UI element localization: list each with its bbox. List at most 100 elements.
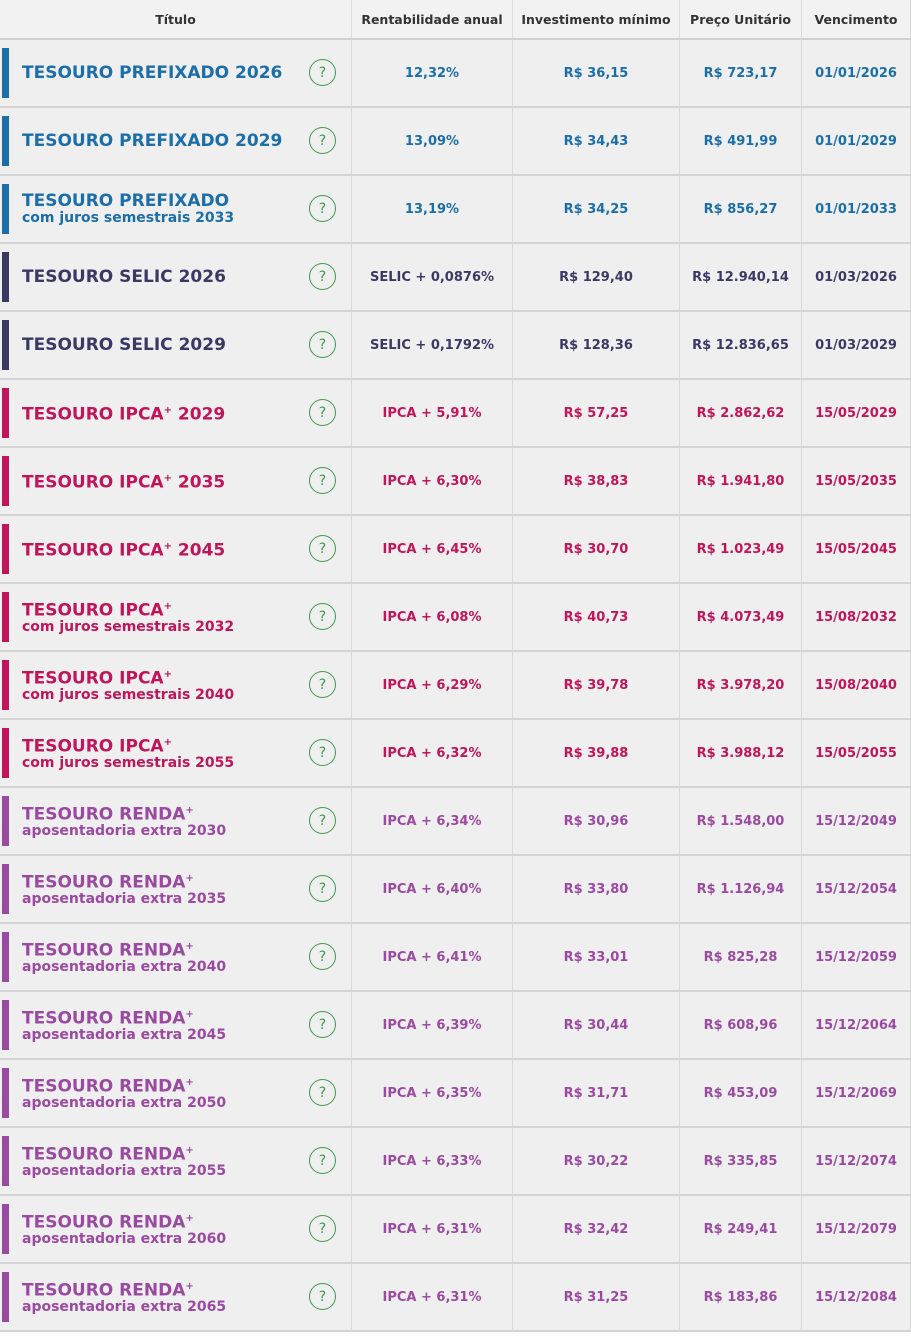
title-cell: TESOURO PREFIXADO com juros semestrais 20… [0,176,352,244]
year: 2029 [177,404,226,425]
maturity-cell: 15/05/2035 [802,448,911,516]
superscript: + [185,1280,194,1292]
title-subtitle: aposentadoria extra 2065 [22,1299,226,1316]
min-cell: R$ 33,80 [513,856,680,924]
subtitle: aposentadoria extra [22,1299,183,1316]
maturity: 01/01/2026 [815,65,897,81]
year: 2045 [177,540,226,561]
year: 2065 [187,1299,227,1316]
title-name: TESOURO SELIC 2026 [22,268,226,286]
subtitle: com juros semestrais [22,209,191,226]
price-cell: R$ 608,96 [680,992,802,1060]
color-bar [2,48,9,98]
rate-cell: IPCA + 6,39% [352,992,513,1060]
title-name: TESOURO IPCA+ [22,598,234,620]
title-subtitle: com juros semestrais 2033 [22,210,234,227]
name: TESOURO IPCA [22,668,164,689]
color-bar [2,592,9,642]
min-cell: R$ 34,25 [513,176,680,244]
title-cell: TESOURO RENDA+ aposentadoria extra 2030? [0,788,352,856]
maturity: 15/12/2064 [815,1017,897,1033]
title-name: TESOURO RENDA+ [22,1074,226,1096]
help-icon[interactable]: ? [309,1283,336,1310]
help-icon[interactable]: ? [309,263,336,290]
rate-cell: IPCA + 6,33% [352,1128,513,1196]
help-icon[interactable]: ? [309,1147,336,1174]
help-icon[interactable]: ? [309,875,336,902]
subtitle: aposentadoria extra [22,1231,183,1248]
price: R$ 608,96 [703,1017,778,1033]
help-icon[interactable]: ? [309,1011,336,1038]
color-bar [2,1068,9,1118]
year: 2045 [187,1027,227,1044]
year: 2035 [177,472,226,493]
title-name: TESOURO RENDA+ [22,870,226,892]
year: 2029 [235,131,283,151]
help-icon[interactable]: ? [309,1215,336,1242]
title-name: TESOURO PREFIXADO 2029 [22,132,282,150]
year: 2033 [195,209,235,226]
maturity: 15/12/2079 [815,1221,897,1237]
maturity-cell: 01/03/2029 [802,312,911,380]
price: R$ 1.941,80 [696,473,785,489]
header-cell: Rentabilidade anual [352,0,513,40]
title-name: TESOURO PREFIXADO [22,192,234,210]
maturity-cell: 15/12/2049 [802,788,911,856]
rate: SELIC + 0,1792% [369,337,495,353]
min: R$ 33,80 [563,881,629,897]
price-cell: R$ 3.978,20 [680,652,802,720]
min: R$ 34,25 [563,201,629,217]
help-icon[interactable]: ? [309,195,336,222]
help-icon[interactable]: ? [309,1079,336,1106]
help-icon[interactable]: ? [309,807,336,834]
help-icon[interactable]: ? [309,59,336,86]
name: TESOURO RENDA [22,1076,186,1097]
year: 2026 [235,63,283,83]
title-text: TESOURO IPCA+ com juros semestrais 2032 [22,598,234,637]
help-icon[interactable]: ? [309,603,336,630]
title-name: TESOURO IPCA+ 2029 [22,402,225,424]
help-icon[interactable]: ? [309,943,336,970]
maturity-cell: 15/05/2029 [802,380,911,448]
maturity-cell: 15/05/2045 [802,516,911,584]
subtitle: aposentadoria extra [22,1027,183,1044]
min: R$ 39,78 [563,677,629,693]
rate-cell: IPCA + 6,30% [352,448,513,516]
name: TESOURO PREFIXADO [22,63,230,83]
rate: IPCA + 6,45% [382,541,482,557]
name: TESOURO RENDA [22,1280,186,1301]
rate-cell: IPCA + 6,34% [352,788,513,856]
maturity: 01/01/2033 [815,201,897,217]
title-subtitle: aposentadoria extra 2055 [22,1163,226,1180]
rate: IPCA + 6,31% [382,1221,482,1237]
maturity-cell: 15/12/2064 [802,992,911,1060]
help-icon[interactable]: ? [309,331,336,358]
maturity-cell: 15/08/2032 [802,584,911,652]
title-name: TESOURO IPCA+ [22,734,234,756]
price: R$ 856,27 [703,201,778,217]
title-text: TESOURO IPCA+ com juros semestrais 2055 [22,734,234,773]
title-text: TESOURO RENDA+ aposentadoria extra 2035 [22,870,226,909]
title-text: TESOURO SELIC 2026 [22,268,226,286]
year: 2055 [187,1163,227,1180]
color-bar [2,864,9,914]
help-icon[interactable]: ? [309,671,336,698]
title-cell: TESOURO IPCA+ com juros semestrais 2040? [0,652,352,720]
help-icon[interactable]: ? [309,127,336,154]
title-name: TESOURO IPCA+ 2035 [22,470,225,492]
help-icon[interactable]: ? [309,535,336,562]
rate-cell: IPCA + 6,40% [352,856,513,924]
superscript: + [185,1076,194,1088]
maturity: 01/03/2026 [815,269,897,285]
title-subtitle: aposentadoria extra 2045 [22,1027,226,1044]
help-icon[interactable]: ? [309,739,336,766]
help-icon[interactable]: ? [309,467,336,494]
price-cell: R$ 335,85 [680,1128,802,1196]
subtitle: com juros semestrais [22,687,191,704]
rate-cell: IPCA + 6,32% [352,720,513,788]
maturity-cell: 15/12/2054 [802,856,911,924]
year: 2050 [187,1095,227,1112]
help-icon[interactable]: ? [309,399,336,426]
rate: IPCA + 6,40% [382,881,482,897]
